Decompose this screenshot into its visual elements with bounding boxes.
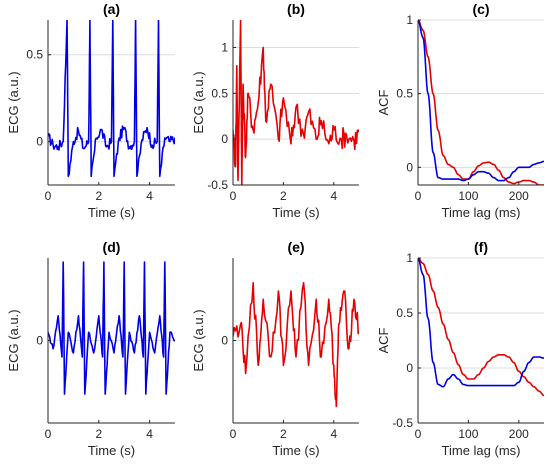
panel-a-x-tick-label-0: 0 [45,189,52,203]
panel-f-y-tick-label-1: 0 [406,361,413,375]
panel-d-title: (d) [103,239,121,255]
panel-c-x-tick-label-1: 100 [458,189,478,203]
panel-a-x-axis-label: Time (s) [88,205,135,220]
panel-a: 0 2 4 0 0.5 Time (s) ECG (a.u.) (a) [6,1,175,220]
panel-d-x-axis-label: Time (s) [88,443,135,458]
panel-b-series-0 [233,20,359,185]
panel-c-y-tick-label-2: 1 [406,13,413,27]
panel-b-y-tick-label-3: 1 [221,41,228,55]
panel-d-y-tick-label-0: 0 [36,334,43,348]
panel-e: 0 2 4 0 Time (s) ECG (a.u.) (e) [191,239,359,458]
panel-f-y-tick-label-0: -0.5 [392,416,413,430]
panel-a-x-tick-label-1: 2 [95,189,102,203]
panel-f-y-axis-label: ACF [376,327,391,353]
panel-f-x-axis-label: Time lag (ms) [442,443,521,458]
panel-a-title: (a) [103,1,120,17]
panel-e-y-axis-label: ECG (a.u.) [191,309,206,371]
panel-d-x-tick-label-2: 4 [146,427,153,441]
panel-a-y-tick-label-1: 0.5 [26,48,43,62]
panel-f-x-tick-label-1: 100 [458,427,478,441]
panel-c-y-tick-label-1: 0.5 [396,87,413,101]
panel-c-y-tick-label-0: 0 [406,160,413,174]
panel-e-x-axis-label: Time (s) [272,443,319,458]
panel-f-series-0 [418,258,544,397]
panel-c-x-tick-label-0: 0 [415,189,422,203]
panel-b-x-tick-label-1: 2 [280,189,287,203]
panel-c-x-tick-label-2: 200 [509,189,529,203]
panel-f-y-tick-label-2: 0.5 [396,306,413,320]
panel-e-x-tick-label-0: 0 [230,427,237,441]
panel-c-y-axis-label: ACF [376,89,391,115]
panel-f-x-tick-label-2: 200 [509,427,529,441]
panel-a-y-tick-label-0: 0 [36,135,43,149]
panel-b-x-tick-label-2: 4 [330,189,337,203]
panel-c: 0 100 200 0 0.5 1 Time lag (ms) ACF (c) [376,1,544,220]
panel-a-x-tick-label-2: 4 [146,189,153,203]
panel-e-y-tick-label-0: 0 [221,334,228,348]
panel-b-x-axis-label: Time (s) [272,205,319,220]
panel-d-series-0 [48,261,175,395]
panel-c-x-axis-label: Time lag (ms) [442,205,521,220]
panel-e-series-0 [233,282,359,408]
panel-f-y-tick-label-3: 1 [406,251,413,265]
panel-a-y-axis-label: ECG (a.u.) [6,71,21,133]
panel-b-title: (b) [287,1,305,17]
panel-c-title: (c) [472,1,489,17]
panel-b-x-tick-label-0: 0 [230,189,237,203]
panel-d-y-axis-label: ECG (a.u.) [6,309,21,371]
panel-b-y-tick-label-1: 0 [221,132,228,146]
panel-e-x-tick-label-2: 4 [330,427,337,441]
panel-c-series-1 [418,20,544,182]
panel-c-series-0 [418,20,544,185]
panel-b-y-tick-label-2: 0.5 [211,86,228,100]
panel-b-y-tick-label-0: -0.5 [207,178,228,192]
panel-f-x-tick-label-0: 0 [415,427,422,441]
panel-d-x-tick-label-1: 2 [95,427,102,441]
panel-d: 0 2 4 0 Time (s) ECG (a.u.) (d) [6,239,175,458]
panel-e-x-tick-label-1: 2 [280,427,287,441]
panel-a-series-0 [48,20,175,178]
panel-e-title: (e) [287,239,304,255]
panel-f-series-1 [418,258,544,388]
panel-b-y-axis-label: ECG (a.u.) [191,71,206,133]
panel-d-x-tick-label-0: 0 [45,427,52,441]
panel-f-title: (f) [474,239,488,255]
